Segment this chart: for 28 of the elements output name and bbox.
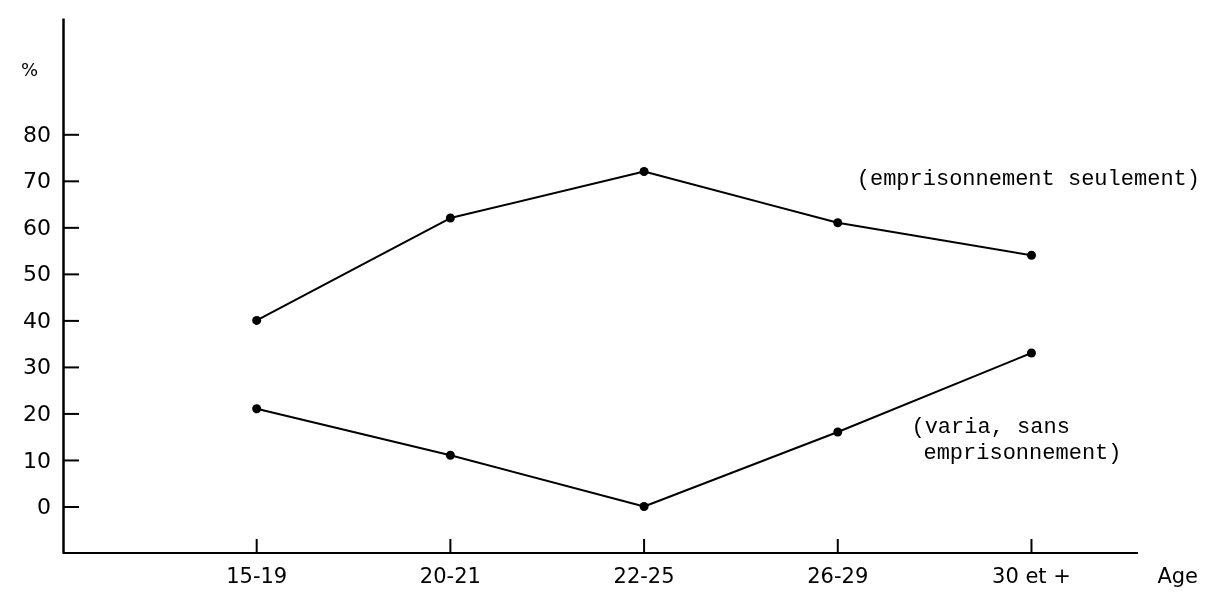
point bbox=[1026, 348, 1036, 358]
point bbox=[252, 315, 262, 325]
y-tick-label: 70 bbox=[23, 168, 51, 194]
point bbox=[445, 213, 455, 223]
x-tick-label: 22-25 bbox=[613, 564, 675, 588]
series-label: (varia, sans emprisonnement) bbox=[911, 414, 1122, 466]
y-tick-label: 20 bbox=[23, 400, 51, 426]
y-axis-title: % bbox=[21, 59, 39, 80]
point bbox=[252, 404, 262, 414]
point bbox=[639, 167, 649, 177]
x-tick-label: 20-21 bbox=[419, 564, 481, 588]
y-tick-label: 50 bbox=[23, 261, 51, 287]
x-axis-title: Age bbox=[1157, 564, 1198, 588]
x-tick-label: 15-19 bbox=[226, 564, 288, 588]
y-tick-label: 10 bbox=[23, 447, 51, 473]
point bbox=[1026, 250, 1036, 260]
y-tick-label: 80 bbox=[23, 121, 51, 147]
series-label: (emprisonnement seulement) bbox=[856, 167, 1200, 193]
y-tick-label: 30 bbox=[23, 354, 51, 380]
point bbox=[833, 218, 843, 228]
x-tick-label: 30 et + bbox=[992, 564, 1071, 588]
x-tick-label: 26-29 bbox=[807, 564, 869, 588]
y-tick-label: 60 bbox=[23, 214, 51, 240]
point bbox=[445, 450, 455, 460]
point bbox=[833, 427, 843, 437]
point bbox=[639, 501, 649, 511]
y-tick-label: 0 bbox=[37, 494, 51, 520]
y-tick-label: 40 bbox=[23, 307, 51, 333]
